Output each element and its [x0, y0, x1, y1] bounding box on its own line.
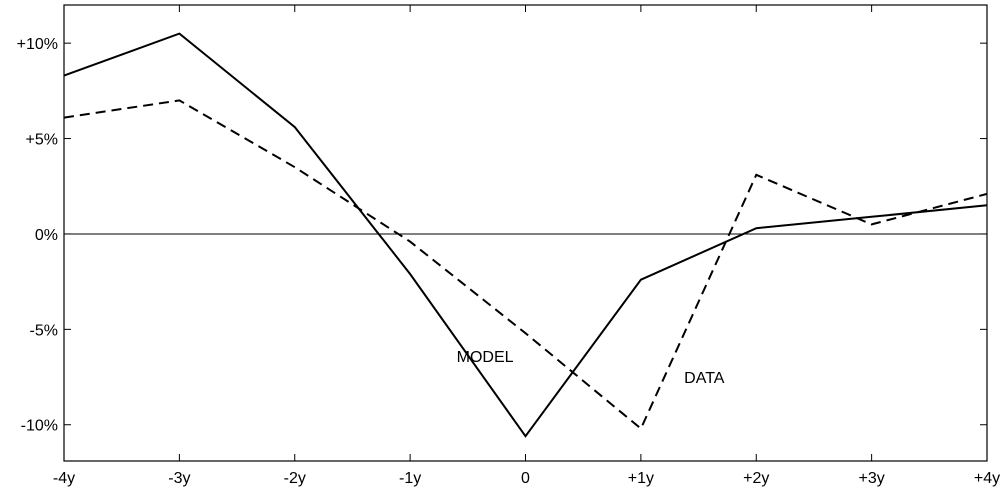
- x-tick-label: -1y: [399, 470, 421, 487]
- y-tick-label: 0%: [35, 227, 58, 244]
- series-layer: [63, 32, 988, 438]
- x-tick-label: +1y: [628, 470, 654, 487]
- y-tick-label: +5%: [26, 132, 58, 149]
- series-line-data: [63, 99, 988, 431]
- x-tick-label: +3y: [859, 470, 885, 487]
- annotation-data: DATA: [684, 370, 725, 387]
- series-line-model: [63, 32, 988, 438]
- x-tick-label: -4y: [53, 470, 75, 487]
- y-tick-label: +10%: [17, 36, 58, 53]
- x-tick-label: -2y: [284, 470, 306, 487]
- x-tick-label: +2y: [743, 470, 769, 487]
- x-tick-label: -3y: [168, 470, 190, 487]
- x-tick-label: +4y: [974, 470, 1000, 487]
- axis-ticks: [63, 5, 988, 461]
- axis-tick-labels: -4y -3y -2y -1y 0 +1y +2y +3y +4y +10% +5% 0% -5% -10…: [17, 36, 1001, 487]
- annotation-model: MODEL: [457, 349, 514, 366]
- y-tick-label: -10%: [21, 418, 58, 435]
- plot-frame: [63, 4, 988, 462]
- x-tick-label: 0: [521, 470, 530, 487]
- y-tick-label: -5%: [30, 322, 58, 339]
- annotations: MODEL DATA: [457, 349, 725, 387]
